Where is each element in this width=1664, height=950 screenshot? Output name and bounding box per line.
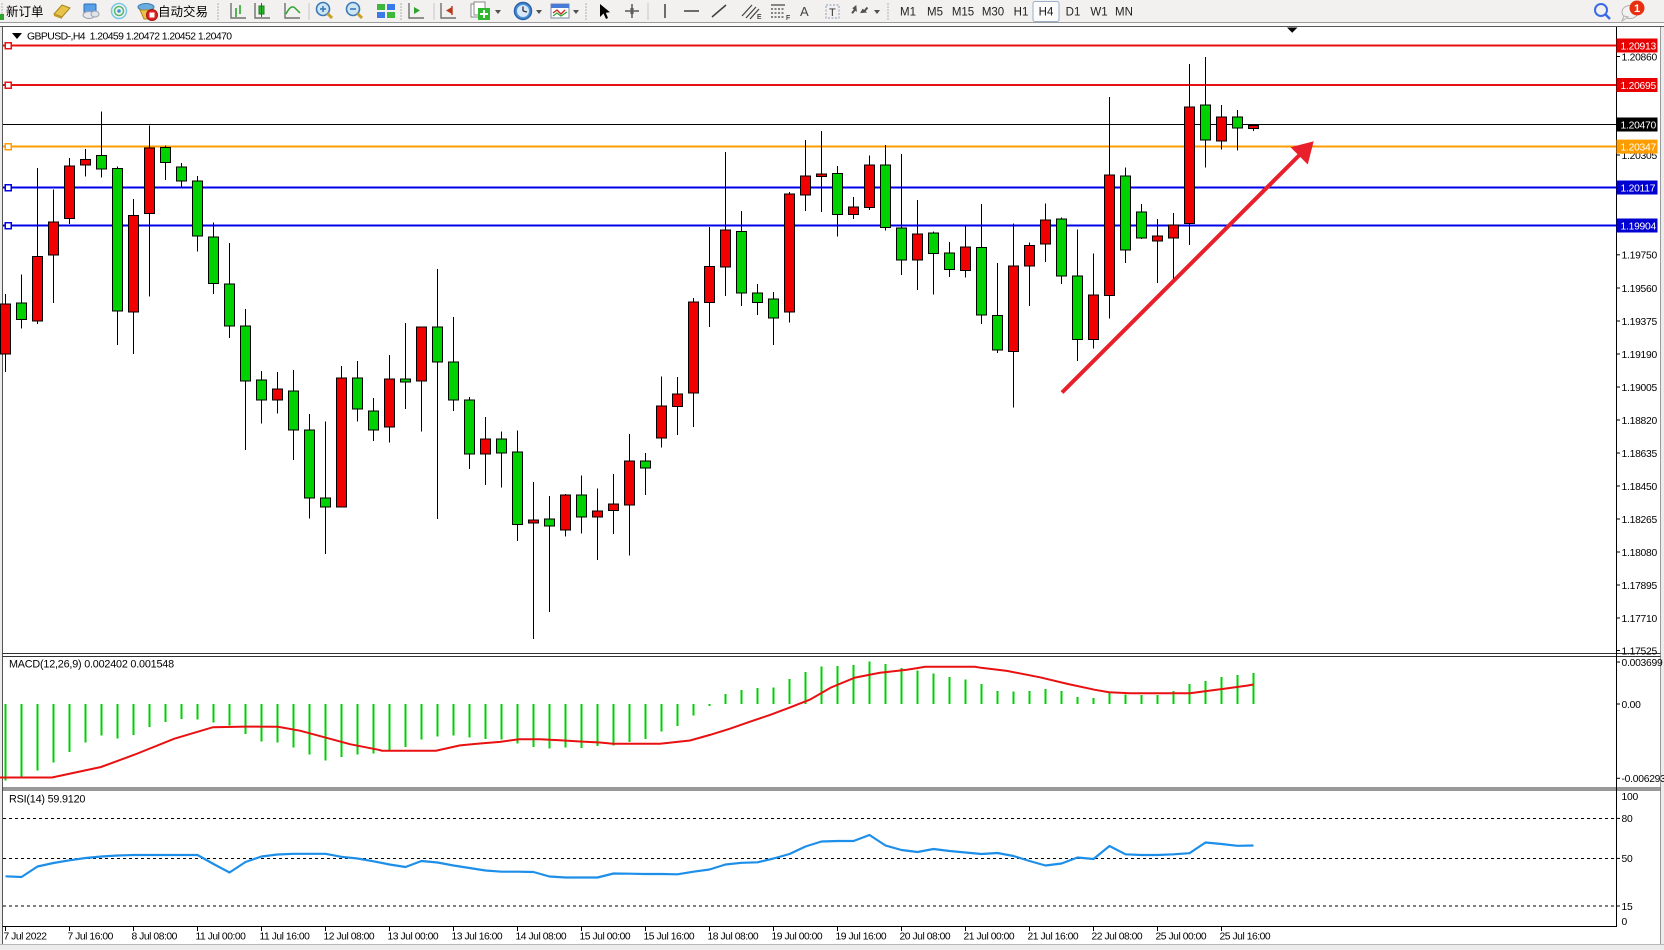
svg-text:1.20860: 1.20860 [1622, 52, 1658, 63]
svg-text:15 Jul 00:00: 15 Jul 00:00 [580, 932, 631, 943]
svg-text:8 Jul 08:00: 8 Jul 08:00 [132, 932, 178, 943]
svg-text:M5: M5 [927, 7, 943, 19]
svg-text:1.18820: 1.18820 [1622, 416, 1658, 427]
svg-text:0.00: 0.00 [1622, 700, 1642, 711]
svg-text:7 Jul 2022: 7 Jul 2022 [4, 932, 48, 943]
svg-text:1: 1 [1634, 3, 1640, 15]
svg-text:13 Jul 16:00: 13 Jul 16:00 [452, 932, 503, 943]
svg-text:1.20913: 1.20913 [1621, 41, 1657, 52]
svg-text:1.20117: 1.20117 [1621, 183, 1656, 194]
svg-text:M30: M30 [982, 7, 1004, 19]
svg-text:T: T [829, 7, 836, 19]
svg-text:1.18265: 1.18265 [1622, 515, 1658, 526]
svg-text:F: F [786, 15, 790, 22]
svg-text:15: 15 [1622, 902, 1633, 913]
svg-text:25 Jul 00:00: 25 Jul 00:00 [1156, 932, 1207, 943]
svg-text:1.19190: 1.19190 [1622, 350, 1658, 361]
svg-text:13 Jul 00:00: 13 Jul 00:00 [388, 932, 439, 943]
svg-text:1.17525: 1.17525 [1622, 646, 1658, 657]
svg-text:19 Jul 16:00: 19 Jul 16:00 [836, 932, 887, 943]
svg-text:1.17895: 1.17895 [1622, 581, 1658, 592]
svg-text:18 Jul 08:00: 18 Jul 08:00 [708, 932, 759, 943]
svg-text:自动交易: 自动交易 [158, 4, 208, 19]
svg-text:100: 100 [1622, 792, 1639, 803]
svg-text:RSI(14) 59.9120: RSI(14) 59.9120 [9, 794, 85, 806]
svg-text:1.19375: 1.19375 [1622, 317, 1658, 328]
svg-text:19 Jul 00:00: 19 Jul 00:00 [772, 932, 823, 943]
svg-text:0.003699: 0.003699 [1622, 658, 1663, 669]
svg-text:H1: H1 [1014, 7, 1029, 19]
svg-text:1.18080: 1.18080 [1622, 548, 1658, 559]
svg-text:15 Jul 16:00: 15 Jul 16:00 [644, 932, 695, 943]
svg-text:GBPUSD-,H4 1.20459 1.20472 1.: GBPUSD-,H4 1.20459 1.20472 1.20452 1.204… [27, 32, 232, 43]
svg-text:21 Jul 16:00: 21 Jul 16:00 [1028, 932, 1079, 943]
svg-text:11 Jul 00:00: 11 Jul 00:00 [196, 932, 247, 943]
svg-text:1.20695: 1.20695 [1621, 81, 1657, 92]
svg-text:新订单: 新订单 [6, 4, 44, 19]
svg-text:1.19904: 1.19904 [1621, 221, 1657, 232]
svg-text:W1: W1 [1090, 7, 1107, 19]
svg-text:H4: H4 [1039, 7, 1054, 19]
svg-text:25 Jul 16:00: 25 Jul 16:00 [1220, 932, 1271, 943]
svg-text:7 Jul 16:00: 7 Jul 16:00 [68, 932, 114, 943]
svg-text:1.20347: 1.20347 [1621, 142, 1657, 153]
svg-text:E: E [757, 14, 762, 21]
svg-text:14 Jul 08:00: 14 Jul 08:00 [516, 932, 567, 943]
svg-text:M15: M15 [952, 7, 974, 19]
svg-text:1.19750: 1.19750 [1622, 251, 1658, 262]
svg-text:50: 50 [1622, 854, 1633, 865]
svg-text:1.20305: 1.20305 [1622, 151, 1658, 162]
svg-text:1.17710: 1.17710 [1622, 614, 1658, 625]
svg-text:-0.006293: -0.006293 [1622, 774, 1664, 785]
svg-text:80: 80 [1622, 814, 1633, 825]
svg-text:M1: M1 [900, 7, 916, 19]
svg-text:1.18450: 1.18450 [1622, 482, 1658, 493]
svg-text:A: A [800, 4, 809, 19]
svg-text:MACD(12,26,9) 0.002402 0.00154: MACD(12,26,9) 0.002402 0.001548 [9, 659, 174, 671]
svg-text:1.18635: 1.18635 [1622, 449, 1658, 460]
svg-text:MN: MN [1115, 7, 1133, 19]
svg-text:1.19005: 1.19005 [1622, 383, 1658, 394]
svg-text:12 Jul 08:00: 12 Jul 08:00 [324, 932, 375, 943]
svg-text:D1: D1 [1066, 7, 1081, 19]
svg-text:1.19560: 1.19560 [1622, 284, 1658, 295]
svg-text:11 Jul 16:00: 11 Jul 16:00 [260, 932, 311, 943]
svg-text:20 Jul 08:00: 20 Jul 08:00 [900, 932, 951, 943]
svg-text:1.20470: 1.20470 [1621, 120, 1657, 131]
svg-text:0: 0 [1622, 917, 1628, 928]
svg-text:22 Jul 08:00: 22 Jul 08:00 [1092, 932, 1143, 943]
svg-text:21 Jul 00:00: 21 Jul 00:00 [964, 932, 1015, 943]
